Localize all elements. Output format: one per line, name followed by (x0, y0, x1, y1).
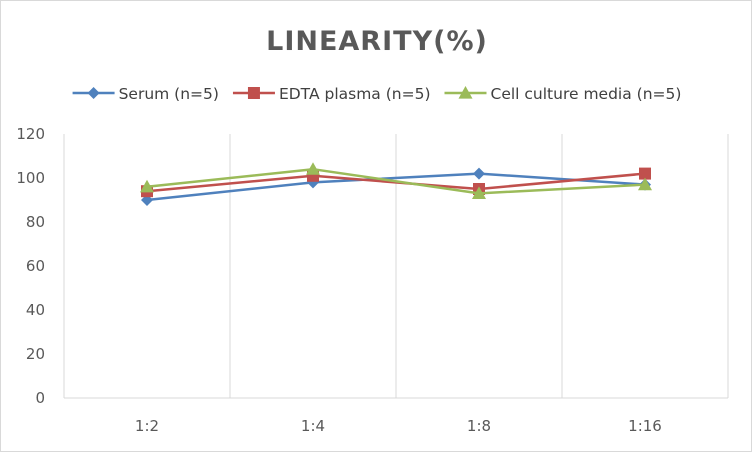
y-tick-label: 80 (26, 213, 45, 231)
data-point-2 (140, 179, 154, 193)
y-tick-label: 20 (26, 345, 45, 363)
y-tick-label: 60 (26, 257, 45, 275)
legend-label: EDTA plasma (n=5) (279, 85, 431, 103)
legend-marker-2 (458, 86, 473, 99)
legend: Serum (n=5) EDTA plasma (n=5) Cell culture… (72, 85, 682, 103)
legend-label: Cell culture media (n=5) (491, 85, 682, 103)
x-tick-label: 1:8 (467, 417, 491, 435)
series-line-2 (146, 167, 646, 195)
x-tick-label: 1:2 (135, 417, 159, 435)
data-point-2 (472, 186, 486, 199)
series-line-0 (146, 172, 646, 202)
y-tick-label: 0 (35, 389, 45, 407)
data-point-0 (473, 167, 485, 180)
x-tick-label: 1:4 (301, 417, 325, 435)
x-tick-label: 1:16 (628, 417, 662, 435)
y-tick-label: 120 (16, 125, 45, 143)
legend-label: Serum (n=5) (119, 85, 219, 103)
data-point-1 (639, 167, 651, 180)
data-point-2 (306, 162, 320, 175)
plot-area: 0 20 40 60 80 100 120 1:2 1:4 1:8 1:16 (16, 125, 729, 435)
y-tick-label: 100 (16, 169, 45, 187)
chart-title: LINEARITY(%) (266, 26, 488, 57)
legend-marker-0 (87, 87, 100, 99)
legend-marker-1 (247, 87, 260, 99)
y-tick-label: 40 (26, 301, 45, 319)
data-point-2 (638, 177, 652, 191)
